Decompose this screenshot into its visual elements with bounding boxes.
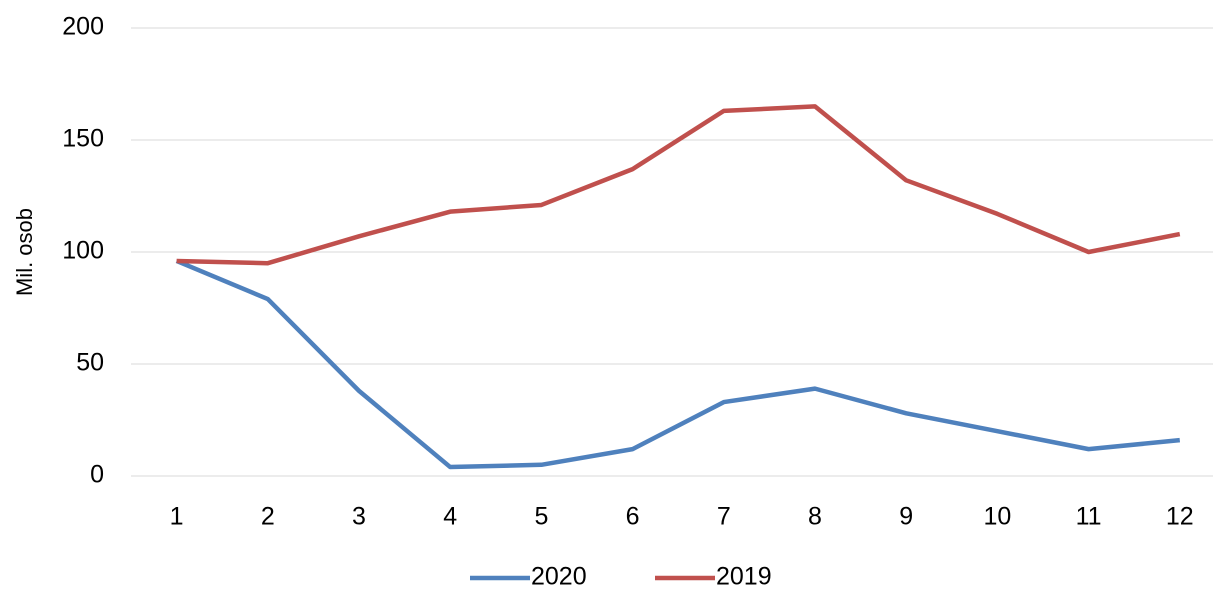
- legend-label: 2020: [531, 563, 587, 589]
- x-tick-label: 9: [899, 503, 913, 531]
- x-tick-label: 7: [717, 503, 731, 531]
- x-tick-label: 2: [261, 503, 275, 531]
- x-tick-label: 12: [1166, 503, 1194, 531]
- x-tick-label: 8: [808, 503, 822, 531]
- x-tick-label: 5: [534, 503, 548, 531]
- x-tick-label: 1: [170, 503, 184, 531]
- y-tick-label: 150: [62, 125, 104, 153]
- y-tick-label: 50: [76, 349, 104, 377]
- x-tick-label: 11: [1076, 503, 1102, 531]
- x-tick-label: 10: [983, 503, 1011, 531]
- y-axis-label: Mil. osob: [12, 208, 37, 296]
- data-line: [175, 258, 1181, 470]
- x-tick-label: 4: [443, 503, 457, 531]
- data-line: [176, 104, 1181, 266]
- y-tick-label: 100: [62, 237, 104, 265]
- x-tick-label: 6: [626, 503, 640, 531]
- y-tick-label: 0: [90, 461, 104, 489]
- y-tick-label: 200: [62, 13, 104, 41]
- legend-label: 2019: [716, 563, 772, 589]
- x-tick-label: 3: [352, 503, 366, 531]
